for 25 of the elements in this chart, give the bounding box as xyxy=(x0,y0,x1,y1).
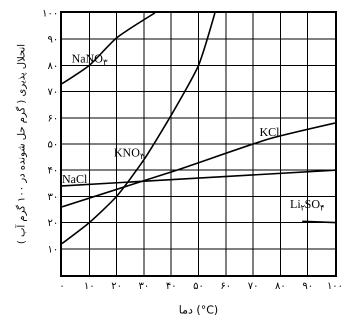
x-tick-label: ۹۰ xyxy=(302,280,314,292)
series-label: KCl xyxy=(259,124,280,139)
y-tick-label: ۷۰ xyxy=(48,87,58,98)
y-tick-label: ۶۰ xyxy=(48,113,58,124)
y-tick-label: ۱۰ xyxy=(48,244,58,256)
x-tick-label: ۱۰ xyxy=(84,280,95,292)
series-label: NaCl xyxy=(62,172,88,186)
y-tick-label: ۲۰ xyxy=(48,218,58,230)
x-tick-label: ۵۰ xyxy=(193,280,204,292)
y-tick-label: ۵۰ xyxy=(48,140,58,150)
y-tick-label: ۱۰۰ xyxy=(42,8,58,20)
x-axis-title: دما (°C) xyxy=(178,303,218,316)
x-tick-label: ۶۰ xyxy=(220,280,232,292)
y-axis-title: انحلال پذیری ( گرم حل شونده در ۱۰۰ گرم آب ) xyxy=(14,44,28,244)
x-tick-label: ۴۰ xyxy=(166,280,177,292)
x-tick-label: ۱۰۰ xyxy=(326,280,344,292)
y-tick-label: ۹۰ xyxy=(48,34,58,46)
y-tick-label: ۳۰ xyxy=(48,192,58,203)
x-tick-label: ۸۰ xyxy=(275,280,286,292)
x-tick-label: ۳۰ xyxy=(138,280,150,292)
x-tick-label: ۲۰ xyxy=(111,280,122,292)
y-tick-label: ۸۰ xyxy=(48,60,58,72)
x-tick-label: ۷۰ xyxy=(248,280,258,292)
y-tick-label: ۴۰ xyxy=(48,166,58,177)
x-tick-label: ۰ xyxy=(59,280,65,292)
